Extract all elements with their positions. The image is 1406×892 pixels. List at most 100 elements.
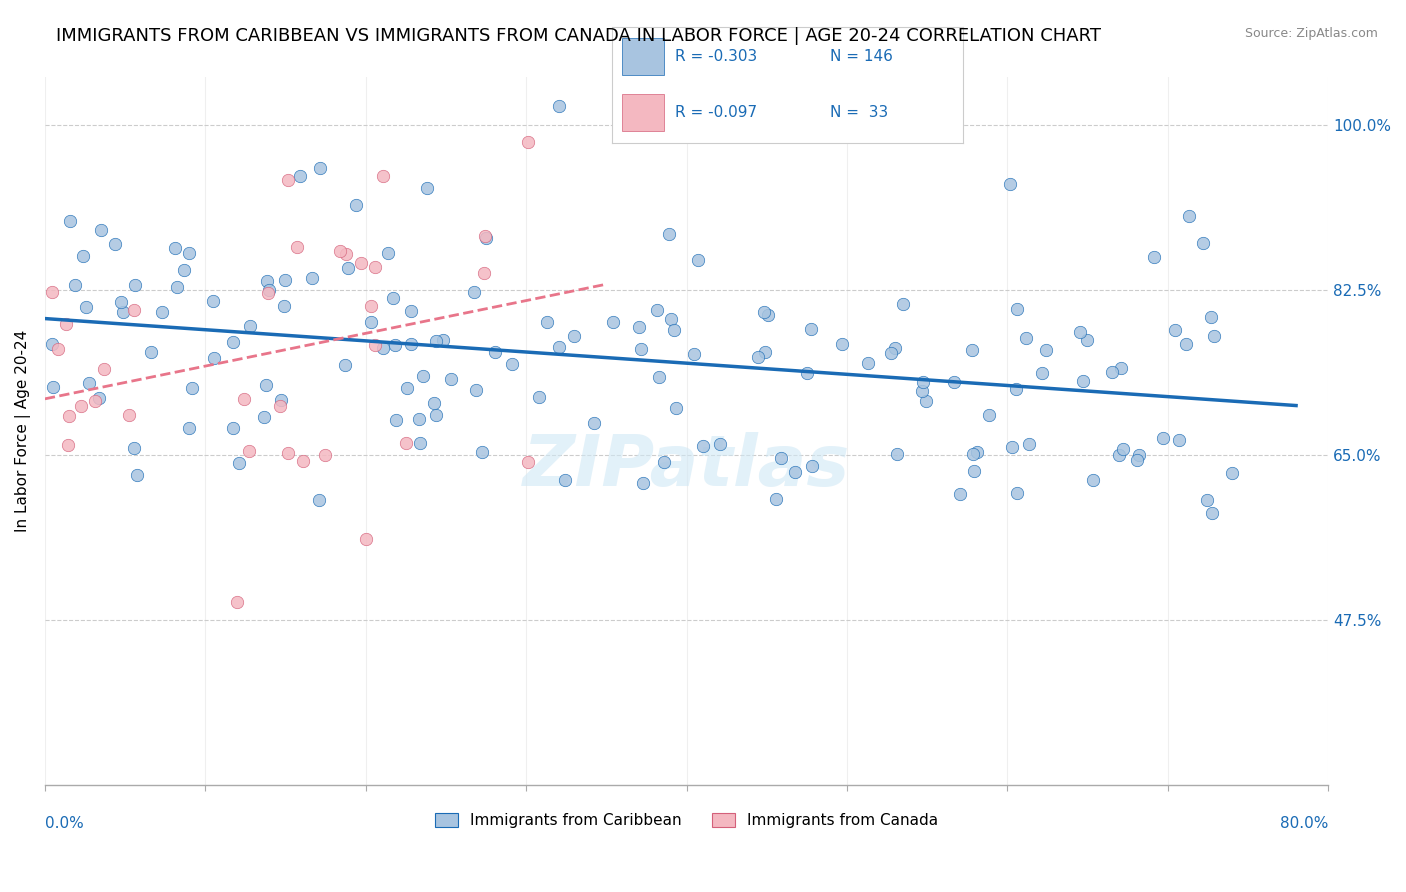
Text: 80.0%: 80.0% [1279,815,1329,830]
Immigrants from Caribbean [1201,310,1223,324]
Immigrants from Canada [226,595,249,609]
Immigrants from Caribbean [1125,452,1147,467]
Immigrants from Caribbean [536,315,558,329]
Immigrants from Caribbean [399,336,422,351]
Immigrants from Caribbean [274,273,297,287]
Immigrants from Caribbean [709,437,731,451]
Immigrants from Caribbean [122,441,145,455]
Immigrants from Caribbean [89,391,111,405]
Immigrants from Caribbean [648,369,671,384]
Immigrants from Canada [48,342,70,356]
Text: N = 146: N = 146 [830,49,893,64]
Immigrants from Caribbean [1202,328,1225,343]
Immigrants from Canada [233,392,256,406]
Immigrants from Caribbean [911,384,934,399]
Immigrants from Caribbean [228,456,250,470]
Immigrants from Caribbean [440,372,463,386]
Immigrants from Caribbean [72,249,94,263]
Immigrants from Caribbean [1168,433,1191,447]
Immigrants from Caribbean [652,455,675,469]
Y-axis label: In Labor Force | Age 20-24: In Labor Force | Age 20-24 [15,330,31,533]
Immigrants from Caribbean [90,223,112,237]
Immigrants from Caribbean [1220,466,1243,480]
Immigrants from Caribbean [686,252,709,267]
Immigrants from Canada [314,448,336,462]
Immigrants from Caribbean [1101,365,1123,379]
Immigrants from Caribbean [474,231,496,245]
Immigrants from Caribbean [831,337,853,351]
Immigrants from Caribbean [141,345,163,359]
Immigrants from Caribbean [966,445,988,459]
Immigrants from Caribbean [290,169,312,184]
Immigrants from Caribbean [112,304,135,318]
Immigrants from Caribbean [1001,440,1024,454]
Immigrants from Caribbean [998,177,1021,191]
Immigrants from Caribbean [942,375,965,389]
Immigrants from Caribbean [1071,374,1094,388]
Immigrants from Caribbean [253,409,276,424]
Immigrants from Caribbean [412,369,434,384]
Immigrants from Canada [474,229,496,244]
Immigrants from Canada [354,532,377,546]
Immigrants from Caribbean [582,417,605,431]
Immigrants from Canada [41,285,63,300]
Immigrants from Caribbean [408,412,430,426]
Immigrants from Caribbean [336,260,359,275]
Text: N =  33: N = 33 [830,105,887,120]
Immigrants from Canada [117,408,139,422]
Immigrants from Caribbean [1031,366,1053,380]
Immigrants from Caribbean [658,227,681,241]
Immigrants from Caribbean [127,468,149,483]
Immigrants from Canada [269,399,291,413]
Immigrants from Caribbean [1152,432,1174,446]
Immigrants from Caribbean [1015,331,1038,345]
Legend: Immigrants from Caribbean, Immigrants from Canada: Immigrants from Caribbean, Immigrants fr… [429,806,945,834]
Immigrants from Caribbean [1108,448,1130,462]
Immigrants from Canada [335,247,357,261]
Immigrants from Caribbean [1201,506,1223,520]
Text: ZIPatlas: ZIPatlas [523,432,851,501]
Immigrants from Canada [371,169,394,183]
Immigrants from Caribbean [270,392,292,407]
Immigrants from Caribbean [548,99,571,113]
Immigrants from Caribbean [963,464,986,478]
Immigrants from Caribbean [256,274,278,288]
Immigrants from Caribbean [110,295,132,310]
Immigrants from Canada [122,302,145,317]
Immigrants from Caribbean [1195,492,1218,507]
Immigrants from Caribbean [914,393,936,408]
Immigrants from Caribbean [1177,209,1199,223]
Immigrants from Caribbean [221,334,243,349]
Immigrants from Caribbean [765,491,787,506]
Immigrants from Caribbean [309,161,332,175]
Immigrants from Caribbean [1175,337,1198,351]
Immigrants from Caribbean [783,466,806,480]
Immigrants from Caribbean [527,390,550,404]
Immigrants from Caribbean [1191,235,1213,250]
Immigrants from Canada [56,438,79,452]
Immigrants from Caribbean [756,308,779,322]
FancyBboxPatch shape [621,38,665,76]
Immigrants from Caribbean [979,408,1001,422]
Immigrants from Caribbean [371,341,394,355]
Immigrants from Caribbean [692,438,714,452]
Immigrants from Caribbean [173,263,195,277]
Immigrants from Caribbean [627,320,650,334]
Immigrants from Caribbean [377,245,399,260]
Immigrants from Caribbean [425,334,447,348]
Immigrants from Caribbean [800,458,823,473]
Immigrants from Caribbean [254,377,277,392]
Immigrants from Caribbean [41,336,63,351]
Immigrants from Caribbean [564,328,586,343]
Immigrants from Canada [285,240,308,254]
Immigrants from Caribbean [104,236,127,251]
Immigrants from Canada [363,337,385,351]
Immigrants from Caribbean [163,241,186,255]
Immigrants from Caribbean [554,473,576,487]
Immigrants from Canada [277,446,299,460]
Immigrants from Caribbean [962,343,984,357]
Immigrants from Caribbean [65,277,87,292]
Immigrants from Caribbean [432,333,454,347]
Immigrants from Caribbean [382,291,405,305]
Immigrants from Caribbean [465,383,488,397]
